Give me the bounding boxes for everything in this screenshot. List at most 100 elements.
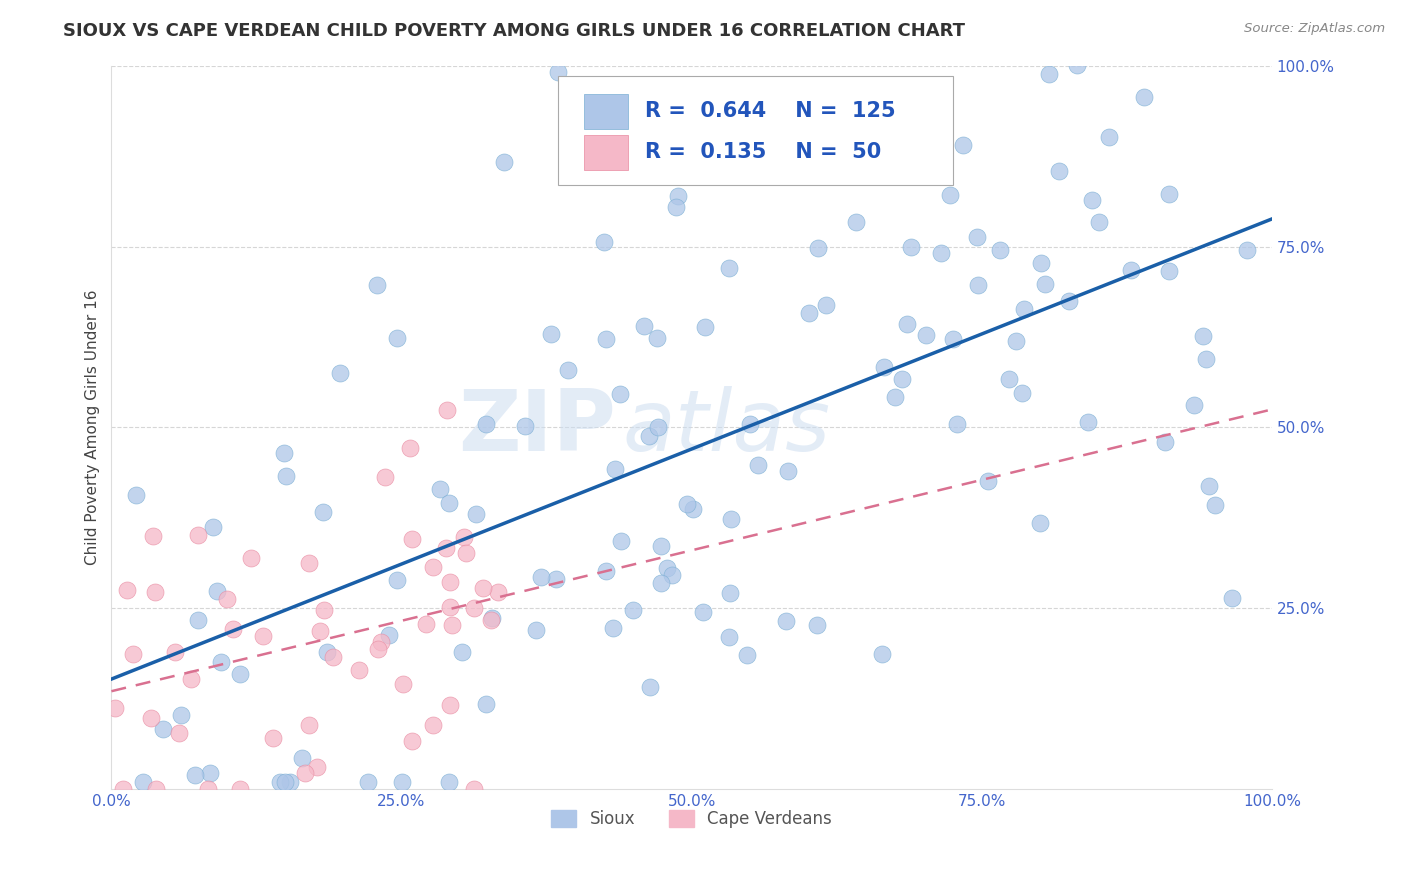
Point [873, 136, 896, 150]
Point [479, 613, 502, 627]
Point [370, 635, 392, 649]
Point [931, 245, 953, 260]
Point [1132, 90, 1154, 104]
Point [814, 298, 837, 312]
Point [593, 235, 616, 249]
Point [378, 628, 401, 642]
Point [186, 528, 208, 542]
Point [215, 591, 238, 606]
Point [915, 327, 938, 342]
Point [273, 446, 295, 460]
Point [942, 332, 965, 346]
Legend: Sioux, Cape Verdeans: Sioux, Cape Verdeans [544, 804, 838, 835]
Point [163, 645, 186, 659]
Point [429, 483, 451, 497]
Point [142, 529, 165, 543]
Point [595, 565, 617, 579]
Point [1077, 415, 1099, 429]
Point [661, 567, 683, 582]
Point [139, 711, 162, 725]
Point [735, 648, 758, 663]
Point [967, 278, 990, 293]
FancyBboxPatch shape [583, 135, 628, 169]
Point [111, 782, 134, 797]
Point [1154, 435, 1177, 450]
Point [463, 600, 485, 615]
Point [1012, 301, 1035, 316]
Point [1011, 386, 1033, 401]
Point [900, 240, 922, 254]
Point [471, 581, 494, 595]
Point [602, 621, 624, 635]
Point [1033, 277, 1056, 291]
Point [1157, 186, 1180, 201]
Point [891, 371, 914, 385]
Point [439, 698, 461, 712]
Point [143, 584, 166, 599]
Point [167, 725, 190, 739]
Point [946, 417, 969, 431]
Point [152, 722, 174, 736]
Text: SIOUX VS CAPE VERDEAN CHILD POVERTY AMONG GIRLS UNDER 16 CORRELATION CHART: SIOUX VS CAPE VERDEAN CHILD POVERTY AMON… [63, 22, 966, 40]
Point [314, 603, 336, 617]
Point [463, 782, 485, 797]
Point [291, 750, 314, 764]
Point [391, 775, 413, 789]
Point [187, 613, 209, 627]
Point [278, 775, 301, 789]
Point [682, 501, 704, 516]
Text: R =  0.135    N =  50: R = 0.135 N = 50 [645, 143, 882, 162]
Point [797, 306, 820, 320]
Point [595, 332, 617, 346]
Point [939, 188, 962, 202]
Point [1057, 293, 1080, 308]
Point [1198, 479, 1220, 493]
Point [650, 575, 672, 590]
Point [1191, 329, 1213, 343]
Point [198, 766, 221, 780]
Text: ZIP: ZIP [458, 386, 616, 469]
Point [385, 331, 408, 345]
Point [775, 614, 797, 628]
Point [547, 64, 569, 78]
Point [645, 330, 668, 344]
Point [988, 243, 1011, 257]
Point [205, 583, 228, 598]
FancyBboxPatch shape [583, 94, 628, 128]
Point [422, 718, 444, 732]
Point [557, 363, 579, 377]
Point [347, 663, 370, 677]
Point [977, 474, 1000, 488]
Point [778, 464, 800, 478]
Y-axis label: Child Poverty Among Girls Under 16: Child Poverty Among Girls Under 16 [86, 290, 100, 566]
Point [145, 782, 167, 797]
Text: atlas: atlas [621, 386, 830, 469]
Point [650, 540, 672, 554]
Point [1029, 516, 1052, 530]
Point [451, 645, 474, 659]
Point [298, 556, 321, 570]
Point [415, 616, 437, 631]
Point [229, 781, 252, 796]
Point [170, 707, 193, 722]
Point [603, 462, 626, 476]
Point [717, 260, 740, 275]
Point [524, 623, 547, 637]
Point [180, 672, 202, 686]
Point [294, 765, 316, 780]
Point [896, 317, 918, 331]
Point [952, 138, 974, 153]
Point [693, 319, 716, 334]
Point [666, 188, 689, 202]
Point [647, 420, 669, 434]
Point [1236, 244, 1258, 258]
Point [515, 419, 537, 434]
Point [718, 585, 741, 599]
Point [747, 458, 769, 472]
Point [228, 667, 250, 681]
Point [474, 417, 496, 432]
Point [437, 775, 460, 789]
Point [374, 469, 396, 483]
Point [401, 734, 423, 748]
Point [633, 318, 655, 333]
